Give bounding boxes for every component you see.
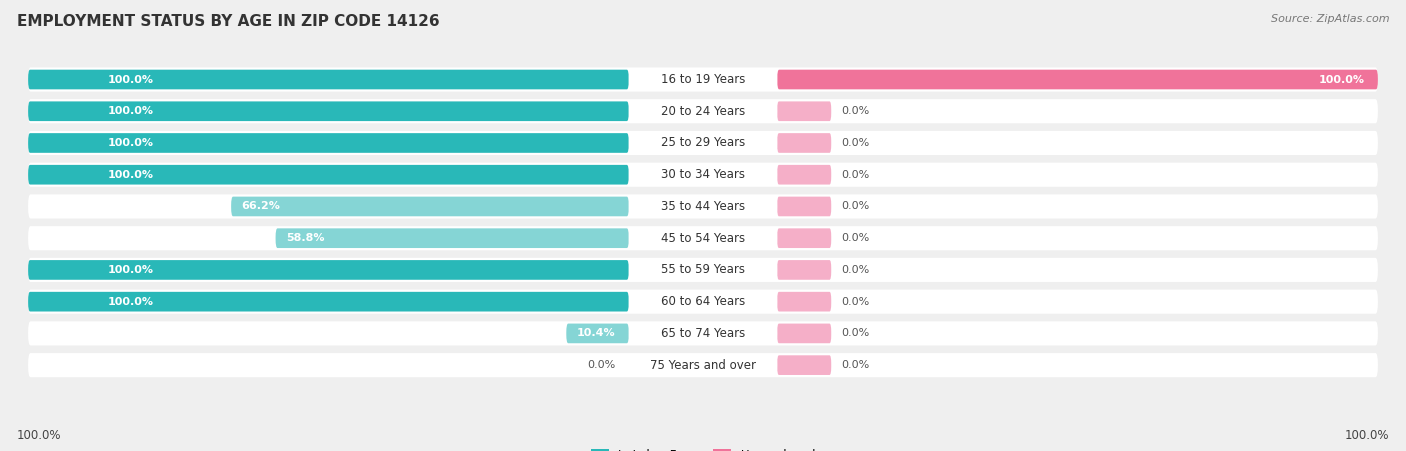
Text: 100.0%: 100.0% [108,106,153,116]
FancyBboxPatch shape [28,165,628,184]
FancyBboxPatch shape [778,355,831,375]
FancyBboxPatch shape [28,133,628,153]
FancyBboxPatch shape [628,197,778,216]
Text: 58.8%: 58.8% [285,233,325,243]
Text: 100.0%: 100.0% [17,429,62,442]
Text: 75 Years and over: 75 Years and over [650,359,756,372]
Text: 0.0%: 0.0% [588,360,616,370]
Text: 20 to 24 Years: 20 to 24 Years [661,105,745,118]
Text: 0.0%: 0.0% [841,138,869,148]
Text: EMPLOYMENT STATUS BY AGE IN ZIP CODE 14126: EMPLOYMENT STATUS BY AGE IN ZIP CODE 141… [17,14,440,28]
FancyBboxPatch shape [778,197,831,216]
Text: 100.0%: 100.0% [1344,429,1389,442]
Text: 65 to 74 Years: 65 to 74 Years [661,327,745,340]
Text: 0.0%: 0.0% [841,328,869,338]
FancyBboxPatch shape [28,131,1378,155]
FancyBboxPatch shape [778,101,831,121]
Text: 0.0%: 0.0% [841,297,869,307]
FancyBboxPatch shape [628,165,778,184]
FancyBboxPatch shape [28,290,1378,314]
FancyBboxPatch shape [28,194,1378,219]
Text: 0.0%: 0.0% [841,106,869,116]
Text: 100.0%: 100.0% [108,170,153,179]
FancyBboxPatch shape [628,355,778,375]
FancyBboxPatch shape [28,69,628,89]
Text: 100.0%: 100.0% [108,74,153,84]
FancyBboxPatch shape [28,260,628,280]
Text: 100.0%: 100.0% [1319,74,1364,84]
Text: 0.0%: 0.0% [841,265,869,275]
FancyBboxPatch shape [778,260,831,280]
Text: 30 to 34 Years: 30 to 34 Years [661,168,745,181]
Text: 66.2%: 66.2% [242,202,280,212]
FancyBboxPatch shape [28,353,1378,377]
FancyBboxPatch shape [778,228,831,248]
Text: 45 to 54 Years: 45 to 54 Years [661,232,745,245]
Text: 0.0%: 0.0% [841,202,869,212]
Text: 0.0%: 0.0% [841,170,869,179]
FancyBboxPatch shape [778,292,831,312]
FancyBboxPatch shape [628,260,778,280]
Text: 55 to 59 Years: 55 to 59 Years [661,263,745,276]
FancyBboxPatch shape [628,292,778,312]
FancyBboxPatch shape [628,323,778,343]
FancyBboxPatch shape [778,165,831,184]
Text: 60 to 64 Years: 60 to 64 Years [661,295,745,308]
FancyBboxPatch shape [628,133,778,153]
Text: 0.0%: 0.0% [841,360,869,370]
FancyBboxPatch shape [628,69,778,89]
FancyBboxPatch shape [28,101,628,121]
FancyBboxPatch shape [28,226,1378,250]
Text: 25 to 29 Years: 25 to 29 Years [661,137,745,149]
FancyBboxPatch shape [28,68,1378,92]
FancyBboxPatch shape [628,228,778,248]
FancyBboxPatch shape [628,101,778,121]
FancyBboxPatch shape [28,163,1378,187]
FancyBboxPatch shape [567,323,628,343]
FancyBboxPatch shape [778,133,831,153]
Text: 100.0%: 100.0% [108,297,153,307]
Text: Source: ZipAtlas.com: Source: ZipAtlas.com [1271,14,1389,23]
Text: 35 to 44 Years: 35 to 44 Years [661,200,745,213]
FancyBboxPatch shape [28,292,628,312]
FancyBboxPatch shape [231,197,628,216]
FancyBboxPatch shape [28,258,1378,282]
Text: 0.0%: 0.0% [841,233,869,243]
Text: 100.0%: 100.0% [108,138,153,148]
FancyBboxPatch shape [28,99,1378,123]
FancyBboxPatch shape [276,228,628,248]
Text: 100.0%: 100.0% [108,265,153,275]
Text: 10.4%: 10.4% [576,328,614,338]
FancyBboxPatch shape [778,323,831,343]
FancyBboxPatch shape [778,69,1378,89]
Text: 16 to 19 Years: 16 to 19 Years [661,73,745,86]
Legend: In Labor Force, Unemployed: In Labor Force, Unemployed [586,444,820,451]
FancyBboxPatch shape [28,322,1378,345]
